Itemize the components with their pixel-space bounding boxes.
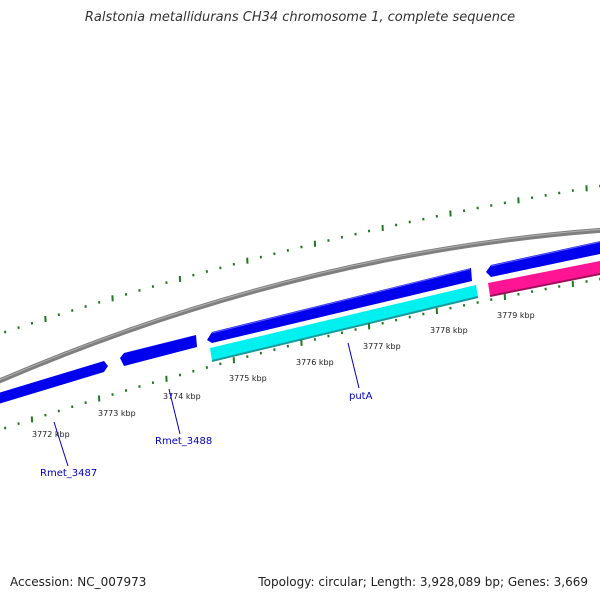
feature-pink-shadow	[489, 273, 600, 297]
map-title: Ralstonia metallidurans CH34 chromosome …	[84, 10, 516, 25]
tick-label-3778: 3778 kbp	[430, 326, 468, 335]
gene-label-puta[interactable]: putA	[349, 391, 373, 402]
gene-cds-puta[interactable]	[210, 285, 478, 361]
tick-label-3773: 3773 kbp	[98, 409, 136, 418]
leader-puta	[347, 342, 360, 389]
topology-summary: Topology: circular; Length: 3,928,089 bp…	[258, 575, 588, 589]
inner-ruler-ticks	[4, 277, 600, 430]
gene-cds-rmet-3490[interactable]	[486, 240, 600, 277]
gene-cds-rmet-3487[interactable]	[120, 335, 197, 366]
feature-pink[interactable]	[488, 260, 600, 296]
gene-cds-rmet-3489[interactable]	[207, 268, 472, 343]
backbone-arc-highlight	[0, 228, 600, 381]
accession-text: Accession: NC_007973	[10, 575, 147, 589]
tick-label-3775: 3775 kbp	[229, 374, 267, 383]
tick-label-3777: 3777 kbp	[363, 342, 401, 351]
cds-highlight	[211, 241, 600, 334]
gene-cds-puta-shadow	[211, 296, 479, 362]
leader-rmet-3487	[53, 421, 69, 467]
tick-label-3774: 3774 kbp	[163, 392, 201, 401]
tick-label-3776: 3776 kbp	[296, 358, 334, 367]
gene-cds-rmet-3486[interactable]	[0, 361, 108, 405]
gene-label-rmet-3488[interactable]: Rmet_3488	[155, 436, 212, 447]
tick-label-3772: 3772 kbp	[32, 430, 70, 439]
gene-label-rmet-3487[interactable]: Rmet_3487	[40, 468, 97, 479]
tick-label-3779: 3779 kbp	[497, 311, 535, 320]
outer-ruler-ticks	[4, 184, 600, 334]
backbone-arc	[0, 227, 600, 384]
leader-rmet-3488	[168, 388, 181, 435]
